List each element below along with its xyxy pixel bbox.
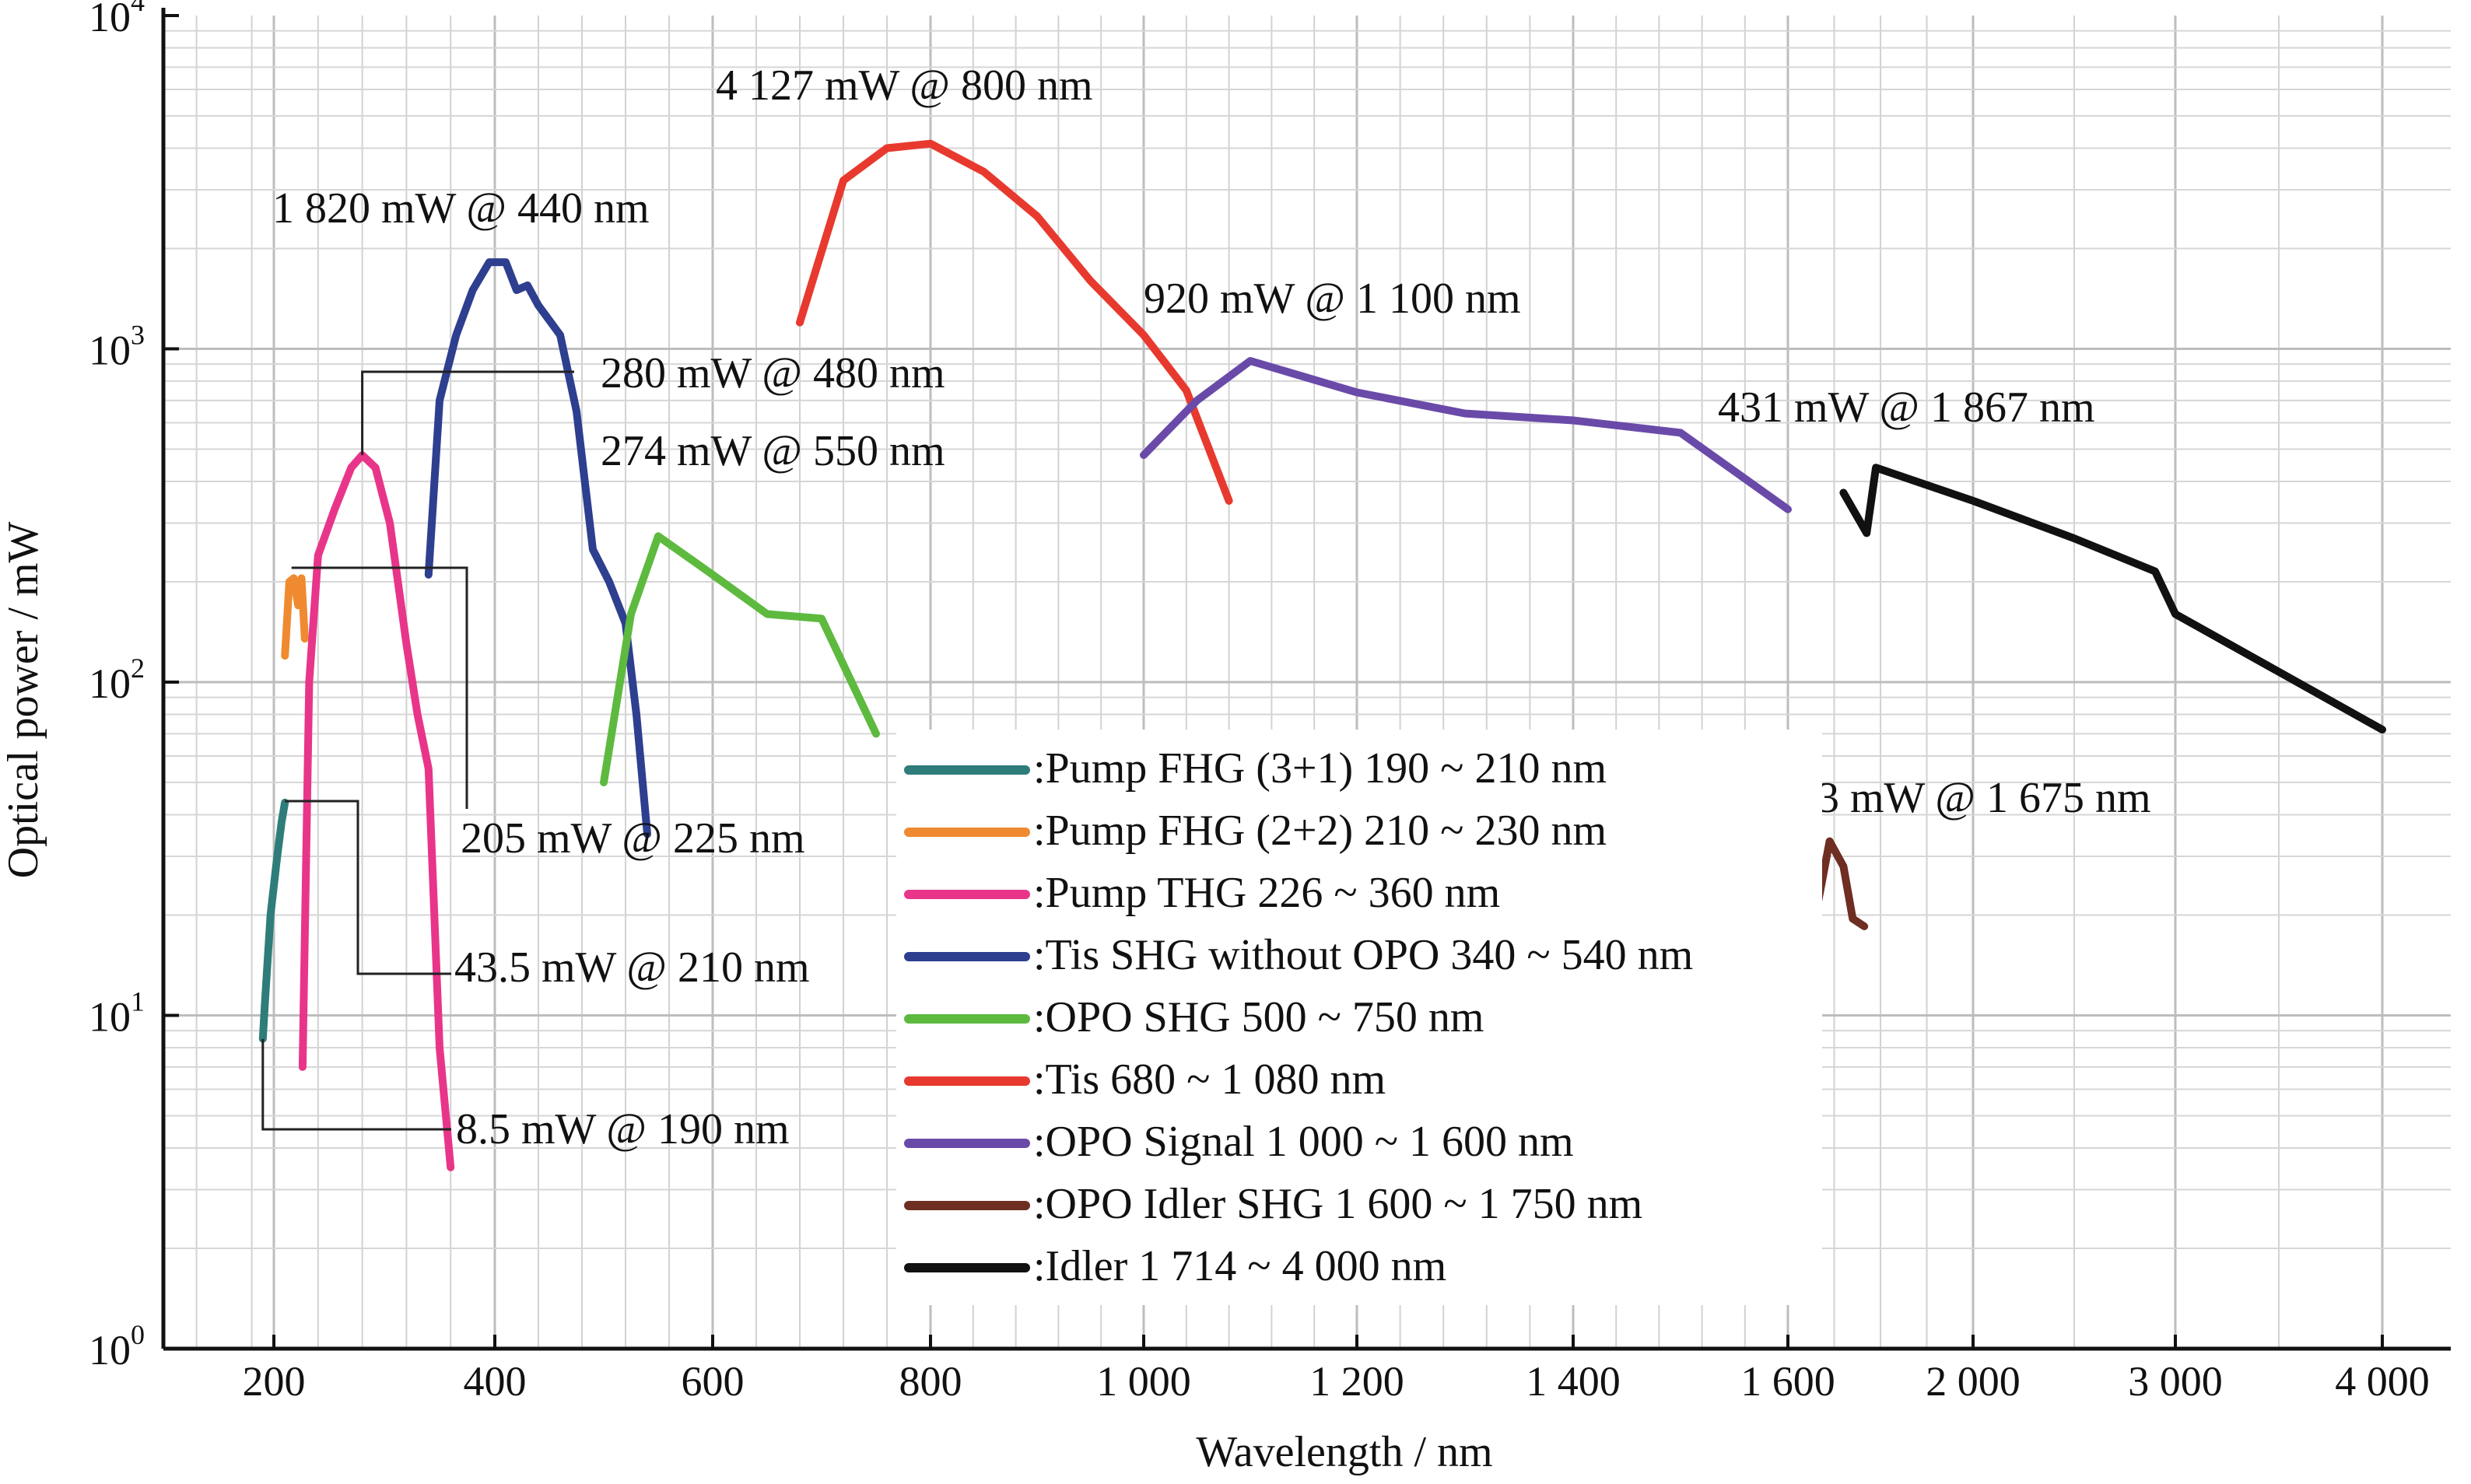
x-tick-label-5: 1 000 — [1096, 1358, 1191, 1405]
annotation-1: 4 127 mW @ 800 nm — [716, 61, 1093, 110]
legend-label-2: :Pump FHG (2+2) 210 ~ 230 nm — [1033, 807, 1607, 855]
legend: :Pump FHG (3+1) 190 ~ 210 nm :Pump FHG (2… — [896, 730, 1822, 1305]
y-axis-label: Optical power / mW — [0, 521, 47, 878]
y-tick-label-4: 103 — [89, 320, 145, 374]
x-tick-label-7: 1 400 — [1526, 1358, 1621, 1405]
legend-label-1: :Pump FHG (3+1) 190 ~ 210 nm — [1033, 744, 1607, 793]
x-tick-label-3: 600 — [682, 1358, 745, 1405]
annotation-8: 33.3 mW @ 1 675 nm — [1763, 774, 2151, 822]
annotation-2: 1 820 mW @ 440 nm — [272, 184, 650, 233]
chart-axes: 200 400 600 800 1 000 1 200 1 400 1 600 2 000 3 0… — [89, 0, 2451, 1405]
legend-label-8: :OPO Idler SHG 1 600 ~ 1 750 nm — [1033, 1180, 1642, 1228]
annotation-3: 920 mW @ 1 100 nm — [1144, 275, 1521, 323]
leader-line-2 — [291, 566, 468, 809]
legend-box — [896, 730, 1822, 1305]
annotation-10: 8.5 mW @ 190 nm — [456, 1105, 790, 1153]
annotation-9: 43.5 mW @ 210 nm — [454, 943, 810, 992]
legend-label-7: :OPO Signal 1 000 ~ 1 600 nm — [1033, 1118, 1574, 1166]
series-line-3 — [298, 451, 455, 1171]
legend-label-5: :OPO SHG 500 ~ 750 nm — [1033, 993, 1484, 1041]
legend-label-9: :Idler 1 714 ~ 4 000 nm — [1033, 1242, 1446, 1290]
leader-line-3 — [285, 800, 451, 975]
y-tick-label-5: 104 — [89, 0, 145, 40]
series-line-6 — [796, 139, 1233, 505]
annotation-4: 280 mW @ 480 nm — [601, 349, 945, 397]
x-tick-label-2: 400 — [464, 1358, 527, 1405]
series-line-9 — [1839, 464, 2386, 734]
x-tick-label-9: 2 000 — [1926, 1358, 2021, 1405]
annotations: 4 127 mW @ 800 nm 1 820 mW @ 440 nm 920 mW… — [272, 61, 2151, 1153]
leader-line-1 — [361, 370, 574, 456]
series-line-7 — [1140, 357, 1792, 513]
annotation-6: 431 mW @ 1 867 nm — [1718, 383, 2095, 432]
legend-label-6: :Tis 680 ~ 1 080 nm — [1033, 1055, 1386, 1104]
x-tick-label-11: 4 000 — [2335, 1358, 2430, 1405]
series-line-1 — [258, 798, 289, 1043]
x-tick-label-10: 3 000 — [2128, 1358, 2223, 1405]
x-tick-label-1: 200 — [243, 1358, 306, 1405]
x-tick-label-8: 1 600 — [1740, 1358, 1835, 1405]
series-line-2 — [281, 574, 309, 660]
x-axis-label: Wavelength / nm — [1196, 1428, 1492, 1476]
chart-series — [258, 139, 2386, 1171]
legend-label-4: :Tis SHG without OPO 340 ~ 540 nm — [1033, 931, 1693, 979]
annotation-5: 274 mW @ 550 nm — [601, 427, 945, 475]
series-line-4 — [424, 258, 651, 838]
y-tick-label-3: 102 — [89, 653, 145, 707]
leader-line-4 — [261, 1038, 451, 1131]
x-tick-label-6: 1 200 — [1309, 1358, 1404, 1405]
legend-label-3: :Pump THG 226 ~ 360 nm — [1033, 869, 1500, 917]
series-line-5 — [600, 532, 880, 786]
annotation-7: 205 mW @ 225 nm — [461, 814, 805, 863]
y-tick-label-2: 101 — [89, 986, 145, 1041]
annotation-leaders — [261, 370, 574, 1131]
x-tick-label-4: 800 — [899, 1358, 962, 1405]
y-tick-label-1: 100 — [89, 1319, 145, 1374]
